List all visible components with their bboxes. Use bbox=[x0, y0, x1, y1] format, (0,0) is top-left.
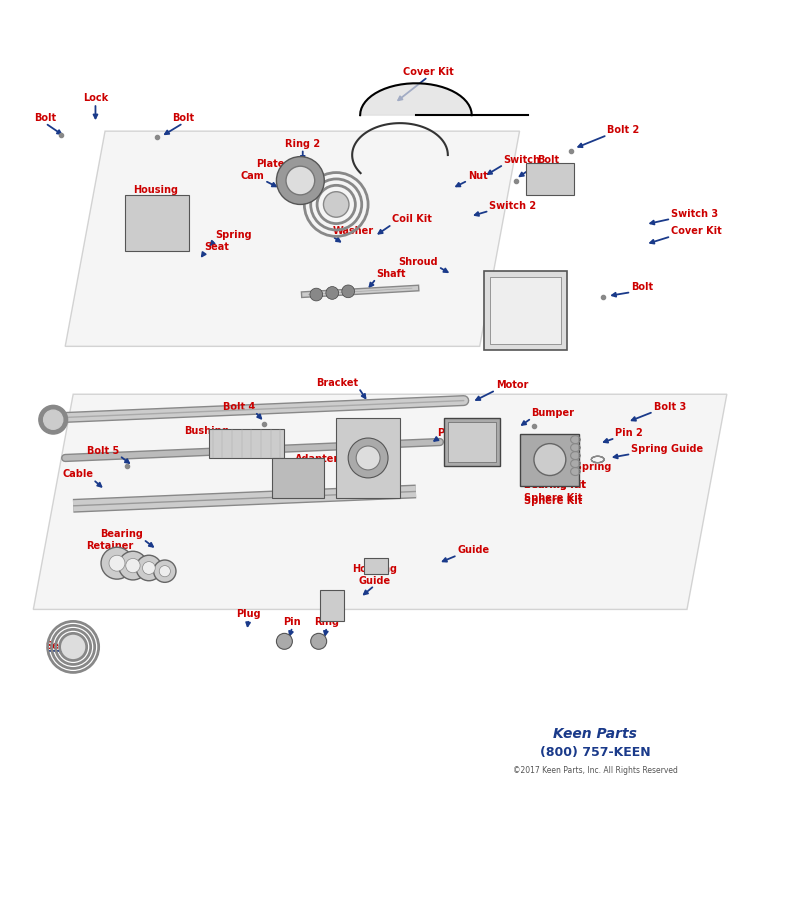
Text: Seal: Seal bbox=[46, 641, 69, 651]
Text: Shroud: Shroud bbox=[398, 256, 438, 266]
Text: Nut: Nut bbox=[468, 170, 487, 181]
Circle shape bbox=[323, 192, 349, 217]
Text: Bracket: Bracket bbox=[317, 378, 358, 388]
Text: ©2017 Keen Parts, Inc. All Rights Reserved: ©2017 Keen Parts, Inc. All Rights Reserv… bbox=[513, 766, 678, 775]
Bar bbox=[125, 195, 189, 251]
Text: Cover Kit: Cover Kit bbox=[671, 226, 722, 237]
Text: Washer: Washer bbox=[332, 226, 374, 237]
Circle shape bbox=[39, 405, 67, 434]
Text: Tilt Spring: Tilt Spring bbox=[553, 462, 611, 472]
Circle shape bbox=[118, 551, 147, 580]
Text: Lock: Lock bbox=[83, 94, 108, 104]
Text: Retainer: Retainer bbox=[86, 541, 133, 551]
Bar bbox=[490, 277, 561, 344]
Text: Ring 2: Ring 2 bbox=[285, 139, 320, 148]
Bar bbox=[336, 418, 400, 498]
Bar bbox=[526, 163, 574, 195]
Text: Seat: Seat bbox=[205, 242, 230, 252]
Text: Cable: Cable bbox=[62, 470, 93, 480]
Text: Switch 2: Switch 2 bbox=[490, 201, 537, 211]
Circle shape bbox=[534, 444, 566, 475]
Text: Housing: Housing bbox=[133, 184, 178, 195]
Text: Coil Kit: Coil Kit bbox=[392, 214, 432, 224]
Circle shape bbox=[101, 547, 133, 580]
Text: Bolt: Bolt bbox=[172, 113, 194, 123]
Text: Cover Kit: Cover Kit bbox=[402, 67, 454, 76]
Text: Spring: Spring bbox=[215, 230, 252, 240]
Text: Bearing: Bearing bbox=[101, 529, 143, 539]
Text: Pin 2: Pin 2 bbox=[615, 428, 643, 438]
Text: Sphere Kit: Sphere Kit bbox=[523, 493, 582, 503]
Text: Motor: Motor bbox=[496, 380, 528, 391]
Circle shape bbox=[154, 560, 176, 582]
Text: Bolt: Bolt bbox=[537, 155, 559, 165]
Text: Bolt: Bolt bbox=[34, 113, 56, 123]
Polygon shape bbox=[65, 131, 519, 346]
Text: Sphere Kit: Sphere Kit bbox=[523, 496, 582, 506]
Circle shape bbox=[277, 634, 292, 649]
Circle shape bbox=[142, 562, 155, 574]
Polygon shape bbox=[34, 394, 727, 609]
Circle shape bbox=[159, 565, 170, 577]
Circle shape bbox=[286, 166, 314, 195]
Bar bbox=[484, 271, 567, 350]
Text: Bearing Kit: Bearing Kit bbox=[523, 480, 586, 490]
Text: Adapter: Adapter bbox=[294, 454, 339, 464]
Text: (800) 757-KEEN: (800) 757-KEEN bbox=[540, 746, 650, 760]
Text: Pin: Pin bbox=[283, 617, 301, 627]
Text: Shaft: Shaft bbox=[376, 268, 406, 279]
Circle shape bbox=[277, 157, 324, 204]
Text: Plate: Plate bbox=[256, 158, 285, 168]
Text: Bolt 2: Bolt 2 bbox=[607, 125, 639, 135]
Text: Cam: Cam bbox=[241, 170, 265, 181]
Bar bbox=[364, 558, 388, 573]
Text: Switch: Switch bbox=[504, 155, 541, 165]
Text: Bolt 5: Bolt 5 bbox=[87, 446, 119, 455]
Circle shape bbox=[348, 438, 388, 478]
Circle shape bbox=[61, 635, 85, 659]
Text: Bushing: Bushing bbox=[184, 426, 229, 436]
Circle shape bbox=[342, 285, 354, 298]
Text: Spring Guide: Spring Guide bbox=[631, 444, 703, 454]
Circle shape bbox=[126, 558, 140, 572]
Circle shape bbox=[44, 410, 62, 429]
Text: Switch 3: Switch 3 bbox=[671, 209, 718, 219]
Text: Ring 2: Ring 2 bbox=[153, 206, 188, 216]
Bar bbox=[273, 458, 324, 498]
Text: Guide: Guide bbox=[458, 545, 490, 555]
Text: Ring: Ring bbox=[314, 617, 339, 627]
Text: Pin 2: Pin 2 bbox=[438, 428, 466, 438]
Text: Plug: Plug bbox=[236, 609, 261, 619]
Circle shape bbox=[109, 555, 125, 572]
Circle shape bbox=[326, 286, 338, 300]
Text: Housing
Guide: Housing Guide bbox=[352, 564, 397, 586]
Bar bbox=[209, 429, 285, 458]
Circle shape bbox=[356, 446, 380, 470]
Text: Bolt 3: Bolt 3 bbox=[654, 401, 686, 411]
Text: Bumper: Bumper bbox=[531, 408, 574, 418]
Polygon shape bbox=[360, 84, 472, 115]
Text: Keen Parts: Keen Parts bbox=[554, 727, 638, 741]
Text: Bolt 4: Bolt 4 bbox=[222, 401, 255, 411]
Bar bbox=[320, 590, 344, 621]
Bar bbox=[448, 422, 496, 462]
Bar bbox=[519, 434, 579, 486]
Text: Bearing Kit: Bearing Kit bbox=[523, 480, 586, 490]
Circle shape bbox=[310, 288, 322, 301]
Circle shape bbox=[310, 634, 326, 649]
Circle shape bbox=[136, 555, 162, 580]
Text: Bolt: Bolt bbox=[631, 283, 654, 293]
Bar bbox=[444, 418, 500, 466]
